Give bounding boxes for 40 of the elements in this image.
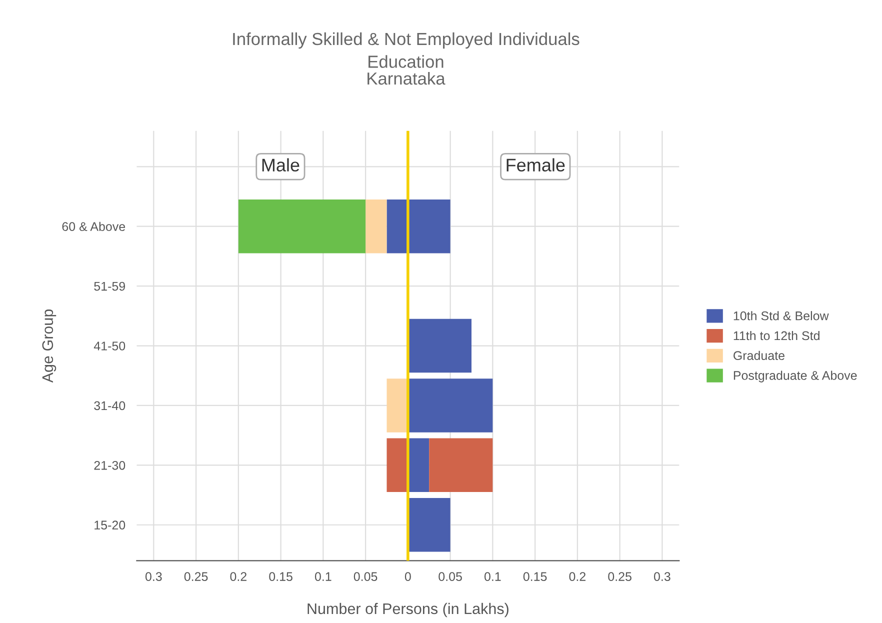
bar	[238, 199, 366, 254]
x-tick-label: 0.15	[523, 572, 547, 581]
bar	[386, 438, 408, 492]
bar	[366, 199, 387, 254]
y-axis-title: Age Group	[42, 309, 56, 383]
bar	[386, 199, 408, 254]
x-tick-label: 0.25	[184, 572, 208, 581]
x-tick-label: 0.15	[269, 572, 292, 581]
annotation: Female	[506, 158, 565, 172]
legend-label: Postgraduate & Above	[734, 370, 857, 382]
legend-label: Graduate	[734, 350, 784, 360]
chart-title: Informally Skilled & Not Employed Individuals	[233, 32, 580, 49]
legend-label: 10th Std & Below	[734, 311, 829, 320]
x-tick-label: 0.3	[654, 572, 670, 581]
bar	[386, 378, 408, 432]
x-tick-label: 0.3	[145, 572, 162, 581]
x-tick-label: 0	[404, 572, 411, 581]
bar	[408, 318, 472, 373]
chart-subtitle: Education Karnataka	[368, 55, 446, 85]
x-tick-label: 0.05	[438, 572, 462, 581]
y-tick-label: 21-30	[94, 460, 126, 470]
x-tick-label: 0.1	[314, 572, 332, 581]
x-axis-title: Number of Persons (in Lakhs)	[308, 602, 508, 618]
bar	[429, 438, 493, 492]
x-tick-label: 0.2	[230, 572, 246, 581]
x-tick-label: 0.05	[354, 572, 378, 581]
x-tick-label: 0.2	[569, 572, 586, 581]
y-tick-label: 15-20	[94, 520, 126, 530]
bar	[408, 199, 450, 254]
x-tick-label: 0.1	[484, 572, 501, 581]
bar	[408, 438, 430, 492]
x-tick-label: 0.25	[608, 572, 632, 581]
bar	[408, 378, 493, 432]
bar	[408, 498, 450, 552]
annotation: Male	[262, 158, 300, 172]
legend-label: 11th to 12th Std	[734, 330, 820, 340]
y-tick-label: 51-59	[94, 282, 126, 291]
y-tick-label: 60 & Above	[62, 222, 126, 232]
y-tick-label: 31-40	[94, 401, 126, 410]
y-tick-label: 41-50	[94, 342, 126, 350]
